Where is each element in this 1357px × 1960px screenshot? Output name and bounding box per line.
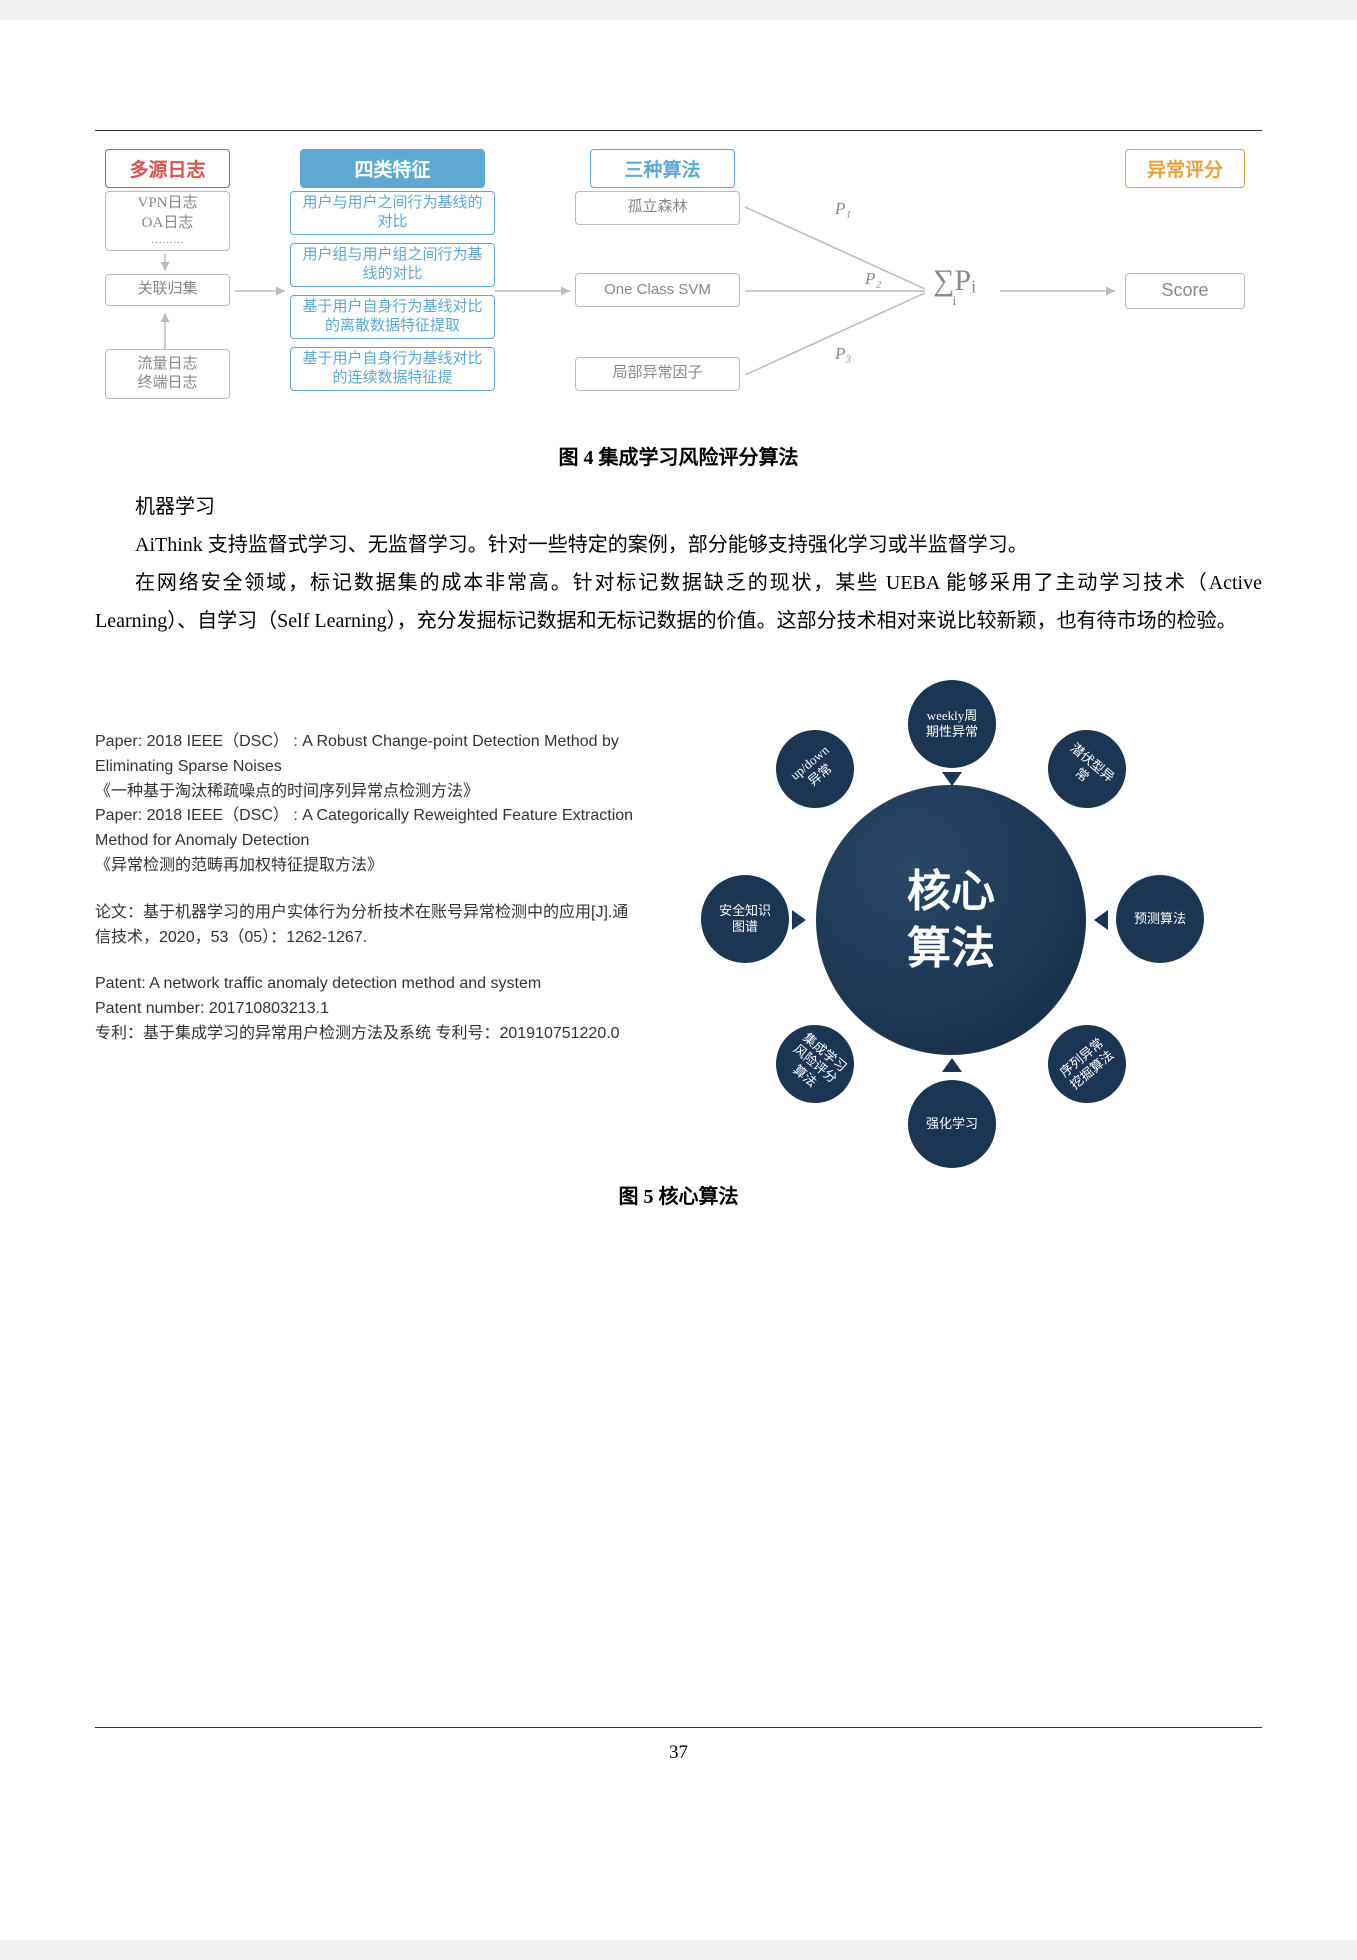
fig4-algo-ocsvm: One Class SVM — [575, 273, 740, 307]
figure-5: Paper: 2018 IEEE（DSC） : A Robust Change-… — [95, 680, 1262, 1160]
fig4-box-logs-top: VPN日志 OA日志 ……… — [105, 191, 230, 251]
ref-paper1-cn: 《一种基于淘汰稀疏噪点的时间序列异常点检测方法》 — [95, 780, 636, 805]
fig4-header-logs: 多源日志 — [105, 149, 230, 188]
fig4-log-terminal: 终端日志 — [137, 374, 197, 394]
arrow-icon — [942, 772, 962, 786]
fig5-sat-updown: up/down 异常 — [760, 714, 870, 824]
fig4-sum-main: ∑Pᵢ — [933, 264, 976, 297]
fig5-sat-predict: 预测算法 — [1116, 875, 1204, 963]
page-number: 37 — [95, 1742, 1262, 1764]
fig5-sat-sequence: 序列异常 挖掘算法 — [1032, 1009, 1142, 1119]
fig5-center: 核心 算法 — [816, 785, 1086, 1055]
fig4-log-traffic: 流量日志 — [137, 355, 197, 375]
fig4-header-algos: 三种算法 — [590, 149, 735, 188]
fig5-sat-latent: 潜伏型异 常 — [1032, 714, 1142, 824]
ref-patent2: 专利：基于集成学习的异常用户检测方法及系统 专利号：201910751220.0 — [95, 1022, 636, 1047]
fig4-feature-2: 用户组与用户组之间行为基线的对比 — [290, 243, 495, 287]
fig5-sat-ensemble: 集成学习 风险评分 算法 — [760, 1009, 870, 1119]
fig4-algo-isoforest: 孤立森林 — [575, 191, 740, 225]
fig4-header-score: 异常评分 — [1125, 149, 1245, 188]
paragraph-2: 在网络安全领域，标记数据集的成本非常高。针对标记数据缺乏的现状，某些 UEBA … — [95, 564, 1262, 640]
fig5-sat-rl: 强化学习 — [908, 1080, 996, 1168]
ref-paper2-title: Paper: 2018 IEEE（DSC） : A Categorically … — [95, 804, 636, 854]
fig4-box-logs-bottom: 流量日志 终端日志 — [105, 349, 230, 399]
arrow-icon — [942, 1058, 962, 1072]
ref-paper1-title: Paper: 2018 IEEE（DSC） : A Robust Change-… — [95, 730, 636, 780]
fig4-feature-3: 基于用户自身行为基线对比的离散数据特征提取 — [290, 295, 495, 339]
ref-thesis: 论文：基于机器学习的用户实体行为分析技术在账号异常检测中的应用[J].通信技术，… — [95, 901, 636, 951]
fig4-score-box: Score — [1125, 273, 1245, 309]
fig4-algo-lof: 局部异常因子 — [575, 357, 740, 391]
top-rule — [95, 130, 1262, 131]
fig4-label-p2: P₂ — [865, 269, 881, 289]
ref-paper2-cn: 《异常检测的范畴再加权特征提取方法》 — [95, 854, 636, 879]
fig4-feature-1: 用户与用户之间行为基线的对比 — [290, 191, 495, 235]
arrow-icon — [1094, 910, 1108, 930]
figure-5-references: Paper: 2018 IEEE（DSC） : A Robust Change-… — [95, 680, 636, 1160]
fig4-feature-4: 基于用户自身行为基线对比的连续数据特征提 — [290, 347, 495, 391]
fig4-log-vpn: VPN日志 — [137, 194, 197, 214]
heading-ml: 机器学习 — [95, 488, 1262, 526]
figure-5-radial: 核心 算法 weekly周 期性异常 潜伏型异 常 预测算法 序列异常 挖掘算法… — [676, 680, 1262, 1160]
ref-patent1-title: Patent: A network traffic anomaly detect… — [95, 972, 636, 997]
figure-4-flowchart: 多源日志 四类特征 三种算法 异常评分 VPN日志 OA日志 ……… 关联归集 … — [95, 149, 1262, 429]
fig4-sum: ∑Pᵢ i — [933, 264, 976, 310]
fig4-log-dots: ……… — [151, 233, 184, 247]
fig4-log-oa: OA日志 — [142, 214, 194, 234]
fig4-label-p3: P₃ — [835, 344, 851, 364]
fig4-box-merge: 关联归集 — [105, 274, 230, 306]
fig4-label-p1: P₁ — [835, 199, 851, 219]
figure-5-caption: 图 5 核心算法 — [95, 1180, 1262, 1209]
fig5-sat-weekly: weekly周 期性异常 — [908, 680, 996, 768]
arrow-icon — [792, 910, 806, 930]
fig5-sat-kg: 安全知识 图谱 — [701, 875, 789, 963]
bottom-rule — [95, 1727, 1262, 1728]
paragraph-1: AiThink 支持监督式学习、无监督学习。针对一些特定的案例，部分能够支持强化… — [95, 526, 1262, 564]
figure-4-caption: 图 4 集成学习风险评分算法 — [95, 441, 1262, 470]
body-text: 机器学习 AiThink 支持监督式学习、无监督学习。针对一些特定的案例，部分能… — [95, 488, 1262, 640]
ref-patent1-num: Patent number: 201710803213.1 — [95, 997, 636, 1022]
fig4-header-features: 四类特征 — [300, 149, 485, 188]
